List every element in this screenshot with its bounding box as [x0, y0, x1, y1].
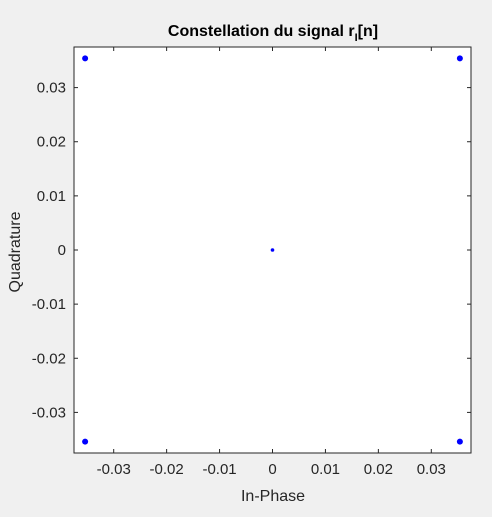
chart-title-main: Constellation du signal r: [168, 23, 355, 40]
y-axis: -0.03 -0.02 -0.01 0 0.01 0.02 0.03: [32, 80, 471, 421]
y-tick-label: 0.02: [37, 134, 66, 151]
y-tick-label: 0.01: [37, 188, 66, 205]
y-tick-label: -0.01: [32, 296, 66, 313]
x-tick-label: 0.03: [417, 461, 446, 478]
y-tick-label: -0.02: [32, 350, 66, 367]
x-tick-label: -0.01: [202, 461, 236, 478]
data-points: [82, 55, 463, 445]
constellation-point: [270, 248, 275, 252]
chart-title-suffix: [n]: [358, 23, 378, 40]
chart-title: Constellation du signal rI[n]: [168, 23, 378, 44]
constellation-point: [456, 438, 463, 445]
constellation-point: [82, 438, 89, 445]
x-tick-label: 0.02: [364, 461, 393, 478]
y-axis-label: Quadrature: [7, 211, 24, 292]
x-axis-label: In-Phase: [241, 488, 305, 505]
x-axis: -0.03 -0.02 -0.01 0 0.01 0.02 0.03: [97, 47, 446, 478]
y-tick-label: 0.03: [37, 80, 66, 97]
x-tick-label: 0: [268, 461, 276, 478]
x-tick-label: -0.03: [97, 461, 131, 478]
x-tick-label: -0.02: [150, 461, 184, 478]
y-tick-label: 0: [58, 242, 66, 259]
chart-title-subscript: I: [355, 32, 358, 44]
y-tick-label: -0.03: [32, 404, 66, 421]
constellation-point: [82, 55, 89, 62]
constellation-point: [456, 55, 463, 62]
x-tick-label: 0.01: [311, 461, 340, 478]
